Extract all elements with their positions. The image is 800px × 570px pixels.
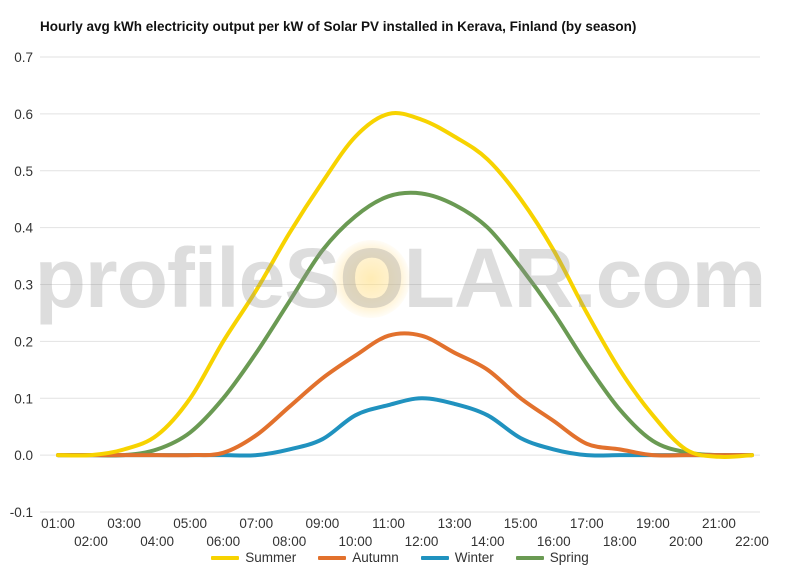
- y-tick-label: 0.4: [14, 221, 33, 236]
- legend-item-autumn[interactable]: Autumn: [318, 550, 399, 565]
- x-tick-label: 15:00: [504, 516, 538, 531]
- x-tick-label: 13:00: [438, 516, 472, 531]
- x-tick-label: 18:00: [603, 534, 637, 549]
- legend-swatch: [211, 555, 240, 560]
- legend-swatch: [420, 555, 449, 560]
- series-lines: [56, 111, 754, 460]
- y-tick-label: 0.1: [14, 391, 33, 406]
- y-tick-label: 0.6: [14, 107, 33, 122]
- series-line-summer: [56, 111, 754, 460]
- series-line-autumn: [56, 331, 754, 458]
- x-tick-label: 05:00: [173, 516, 207, 531]
- legend-swatch: [318, 555, 347, 560]
- x-tick-label: 11:00: [372, 516, 405, 531]
- legend-item-spring[interactable]: Spring: [515, 550, 589, 565]
- x-axis-ticks: 01:00 02:00 03:00 04:00 05:00 06:00 07:00 08:00…: [41, 516, 769, 549]
- x-tick-label: 10:00: [339, 534, 373, 549]
- x-tick-label: 02:00: [74, 534, 108, 549]
- x-tick-label: 22:00: [735, 534, 769, 549]
- x-tick-label: 04:00: [140, 534, 174, 549]
- y-tick-label: 0.5: [14, 164, 33, 179]
- x-tick-label: 01:00: [41, 516, 75, 531]
- legend-swatch: [515, 555, 544, 560]
- chart-title: Hourly avg kWh electricity output per kW…: [40, 19, 637, 34]
- legend-label: Summer: [245, 550, 297, 565]
- x-tick-label: 20:00: [669, 534, 703, 549]
- series-line-spring: [56, 190, 754, 458]
- x-tick-label: 16:00: [537, 534, 571, 549]
- x-tick-label: 21:00: [702, 516, 736, 531]
- x-tick-label: 08:00: [272, 534, 306, 549]
- y-tick-label: 0.7: [14, 50, 33, 65]
- x-tick-label: 06:00: [206, 534, 240, 549]
- legend-label: Winter: [454, 550, 494, 565]
- x-tick-label: 09:00: [305, 516, 339, 531]
- y-tick-label: 0.0: [14, 448, 33, 463]
- x-tick-label: 07:00: [239, 516, 273, 531]
- legend-label: Autumn: [352, 550, 399, 565]
- gridlines: [40, 56, 760, 513]
- x-tick-label: 03:00: [107, 516, 141, 531]
- y-tick-label: 0.2: [14, 334, 33, 349]
- x-tick-label: 19:00: [636, 516, 670, 531]
- y-axis-ticks: 0.7 0.6 0.5 0.4 0.3 0.2 0.1 0.0 -0.1: [10, 50, 34, 520]
- legend: Summer Autumn Winter Spring: [0, 550, 800, 565]
- x-tick-label: 12:00: [405, 534, 439, 549]
- y-tick-label: -0.1: [10, 505, 33, 520]
- legend-item-winter[interactable]: Winter: [420, 550, 494, 565]
- legend-label: Spring: [549, 550, 589, 565]
- x-tick-label: 17:00: [570, 516, 604, 531]
- y-tick-label: 0.3: [14, 278, 33, 293]
- legend-item-summer[interactable]: Summer: [211, 550, 296, 565]
- x-tick-label: 14:00: [471, 534, 505, 549]
